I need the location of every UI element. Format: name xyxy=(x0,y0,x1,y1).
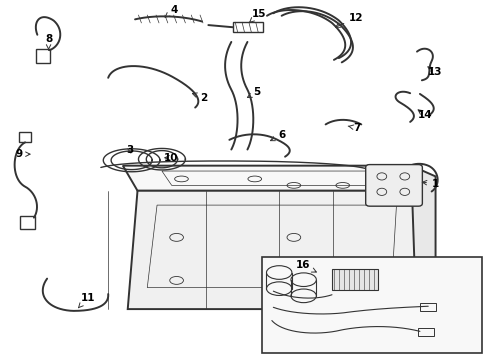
Text: 5: 5 xyxy=(247,87,261,98)
Text: 14: 14 xyxy=(417,110,432,120)
Text: 11: 11 xyxy=(78,293,95,308)
Text: 10: 10 xyxy=(164,153,178,163)
Polygon shape xyxy=(128,191,426,309)
Bar xyxy=(36,49,49,63)
Text: 4: 4 xyxy=(165,5,178,17)
Text: 3: 3 xyxy=(126,144,134,154)
Bar xyxy=(420,303,436,311)
FancyBboxPatch shape xyxy=(366,165,422,206)
Text: 6: 6 xyxy=(270,130,285,141)
Bar xyxy=(332,269,378,290)
Bar xyxy=(262,257,482,353)
Bar xyxy=(233,22,263,32)
Text: 13: 13 xyxy=(427,67,442,77)
Polygon shape xyxy=(123,166,426,191)
Text: 1: 1 xyxy=(422,179,439,189)
Bar xyxy=(19,132,31,142)
Text: 9: 9 xyxy=(16,149,30,159)
Text: 15: 15 xyxy=(249,9,266,22)
Bar xyxy=(418,328,434,336)
Text: 7: 7 xyxy=(348,123,361,133)
Text: 2: 2 xyxy=(193,93,207,103)
Text: 16: 16 xyxy=(295,260,317,272)
Text: 12: 12 xyxy=(336,13,364,27)
Polygon shape xyxy=(411,166,436,309)
Text: 8: 8 xyxy=(45,35,52,50)
Bar xyxy=(20,216,35,229)
